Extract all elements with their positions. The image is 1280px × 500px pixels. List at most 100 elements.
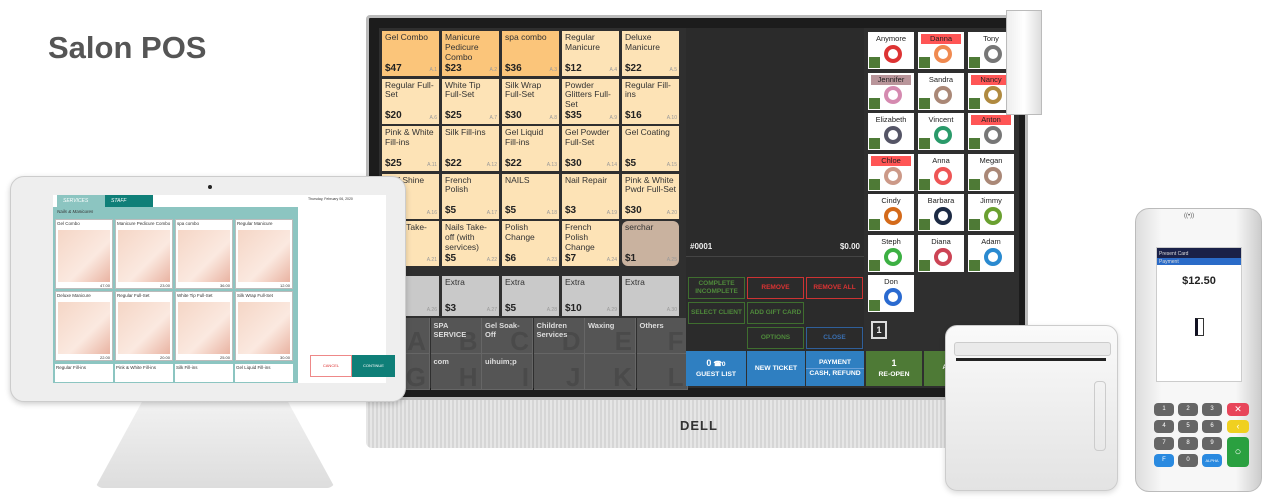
remove-button[interactable]: REMOVE [747, 277, 804, 299]
close-button[interactable]: CLOSE [806, 327, 863, 349]
service-button[interactable]: Nail Repair $3 A.19 [562, 173, 619, 219]
service-button[interactable]: Nails Take-off (with services) $5 A.22 [442, 221, 499, 266]
service-button[interactable]: French Polish $5 A.17 [442, 173, 499, 219]
keypad-key[interactable]: 7 [1154, 437, 1174, 450]
tablet-cancel-button[interactable]: CANCEL [310, 355, 352, 377]
staff-button[interactable]: Anymore [868, 32, 914, 69]
category-tab[interactable]: J [533, 354, 585, 390]
service-button[interactable]: French Polish Change $7 A.24 [562, 221, 619, 266]
service-button[interactable]: Extra $5 A.28 [502, 276, 559, 316]
keypad-key[interactable]: F [1154, 454, 1174, 467]
category-tab[interactable]: B SPA SERVICE [430, 318, 482, 354]
tablet-service-card[interactable]: Gel Liquid Fill-ins [235, 364, 293, 382]
category-tab[interactable]: K [585, 354, 636, 390]
tab-services[interactable]: SERVICES [57, 195, 105, 207]
tablet-service-card[interactable]: Silk Fill-ins [175, 364, 233, 382]
category-tab[interactable]: L [636, 354, 688, 390]
payment-button[interactable]: PAYMENT CASH, REFUND [806, 351, 864, 386]
service-button[interactable]: Regular Manicure $12 A.4 [562, 31, 619, 76]
options-button[interactable]: OPTIONS [747, 327, 804, 349]
staff-button[interactable]: Jimmy [968, 194, 1014, 231]
new-ticket-button[interactable]: NEW TICKET [747, 351, 805, 386]
tablet-service-card[interactable]: Regular Fill-ins [55, 364, 113, 382]
service-button[interactable]: Regular Full-Set $20 A.6 [382, 78, 439, 124]
category-tab[interactable]: D Children Services [533, 318, 585, 354]
staff-button[interactable]: Steph [868, 234, 914, 272]
tab-staff[interactable]: STAFF [105, 195, 153, 207]
keypad-key[interactable]: 5 [1178, 420, 1198, 433]
add-gift-card-button[interactable]: ADD GIFT CARD [747, 302, 804, 324]
service-button[interactable]: Gel Combo $47 A.1 [382, 31, 439, 76]
category-tab[interactable]: E Waxing [585, 318, 636, 354]
staff-button[interactable]: Don [868, 275, 914, 312]
service-button[interactable]: Extra $3 A.27 [442, 276, 499, 316]
keypad-key[interactable]: 4 [1154, 420, 1174, 433]
service-button[interactable]: White Tip Full-Set $25 A.7 [442, 78, 499, 124]
guest-list-button[interactable]: 0 ☎0 GUEST LIST [686, 351, 746, 386]
tablet-service-card[interactable]: Gel Combo 47.00 [55, 219, 113, 289]
staff-button[interactable]: Megan [968, 153, 1014, 191]
service-button[interactable]: Extra $10 A.29 [562, 276, 619, 316]
tablet-service-card[interactable]: spa combo 36.00 [175, 219, 233, 289]
keypad-key[interactable]: 8 [1178, 437, 1198, 450]
keypad-key[interactable]: 9 [1202, 437, 1222, 450]
enter-key[interactable]: ○ [1227, 437, 1249, 467]
staff-button[interactable]: Diana [918, 234, 964, 272]
staff-button[interactable]: Elizabeth [868, 113, 914, 150]
keypad-key[interactable]: 0 [1178, 454, 1198, 467]
staff-button[interactable]: Adam [968, 234, 1014, 272]
keypad-key[interactable]: ALPHA [1202, 454, 1222, 467]
tablet-service-card[interactable]: Manicure Pedicure Combo 23.00 [115, 219, 173, 289]
category-tab[interactable]: C Gel Soak-Off [482, 318, 533, 354]
service-button[interactable]: Pink & White Fill-ins $25 A.11 [382, 126, 439, 171]
tablet-service-card[interactable]: White Tip Full-Set 25.00 [175, 291, 233, 361]
staff-button[interactable]: Barbara [918, 194, 964, 231]
keypad-key[interactable]: 1 [1154, 403, 1174, 416]
tablet-continue-button[interactable]: CONTINUE [352, 355, 395, 377]
staff-button[interactable]: Sandra [918, 72, 964, 110]
staff-button[interactable]: Cindy [868, 194, 914, 231]
staff-button[interactable]: Jennifer [868, 72, 914, 110]
tablet-service-card[interactable]: Regular Full-Set 20.00 [115, 291, 173, 361]
printer-buttons[interactable] [1094, 381, 1106, 451]
staff-button[interactable]: Vincent [918, 113, 964, 150]
staff-status-indicator [969, 178, 980, 190]
service-button[interactable]: Silk Wrap Full-Set $30 A.8 [502, 78, 559, 124]
staff-button[interactable]: Danna [918, 32, 964, 69]
staff-page-button[interactable]: 1 [871, 321, 887, 339]
pos-monitor: Gel Combo $47 A.1 Manicure Pedicure Combo $2… [366, 15, 1028, 400]
tablet-service-card[interactable]: Deluxe Manicure 22.00 [55, 291, 113, 361]
service-button[interactable]: Powder Glitters Full-Set $35 A.9 [562, 78, 619, 124]
service-button[interactable]: Gel Liquid Fill-ins $22 A.13 [502, 126, 559, 171]
service-button[interactable]: serchar $1 A.25 [622, 221, 679, 266]
back-key[interactable]: ‹ [1227, 420, 1249, 433]
tablet-service-card[interactable]: Regular Manicure 12.00 [235, 219, 293, 289]
staff-button[interactable]: Anna [918, 153, 964, 191]
service-button[interactable]: Gel Powder Full-Set $30 A.14 [562, 126, 619, 171]
tablet-service-card[interactable]: Pink & White Fill-ins [115, 364, 173, 382]
category-tab[interactable]: F Others [636, 318, 688, 354]
keypad-key[interactable]: 2 [1178, 403, 1198, 416]
service-button[interactable]: NAILS $5 A.18 [502, 173, 559, 219]
service-button[interactable]: Gel Coating $5 A.15 [622, 126, 679, 171]
service-button[interactable]: Regular Fill-ins $16 A.10 [622, 78, 679, 124]
service-button[interactable]: Pink & White Pwdr Full-Set $30 A.20 [622, 173, 679, 219]
staff-button[interactable]: Chloe [868, 153, 914, 191]
service-button[interactable]: spa combo $36 A.3 [502, 31, 559, 76]
keypad-key[interactable]: 3 [1202, 403, 1222, 416]
staff-button[interactable]: Anton [968, 113, 1014, 150]
remove-all-button[interactable]: REMOVE ALL [806, 277, 863, 299]
cancel-key[interactable]: ✕ [1227, 403, 1249, 416]
service-button[interactable]: Extra A.30 [622, 276, 679, 316]
complete-incomplete-button[interactable]: COMPLETE INCOMPLETE [688, 277, 745, 299]
service-button[interactable]: Silk Fill-ins $22 A.12 [442, 126, 499, 171]
tablet-service-card[interactable]: Silk Wrap Full-Set 30.00 [235, 291, 293, 361]
service-button[interactable]: Polish Change $6 A.23 [502, 221, 559, 266]
reopen-button[interactable]: 1 RE-OPEN [866, 351, 922, 386]
select-client-button[interactable]: SELECT CLIENT [688, 302, 745, 324]
service-button[interactable]: Deluxe Manicure $22 A.5 [622, 31, 679, 76]
service-button[interactable]: Manicure Pedicure Combo $23 A.2 [442, 31, 499, 76]
keypad-key[interactable]: 6 [1202, 420, 1222, 433]
